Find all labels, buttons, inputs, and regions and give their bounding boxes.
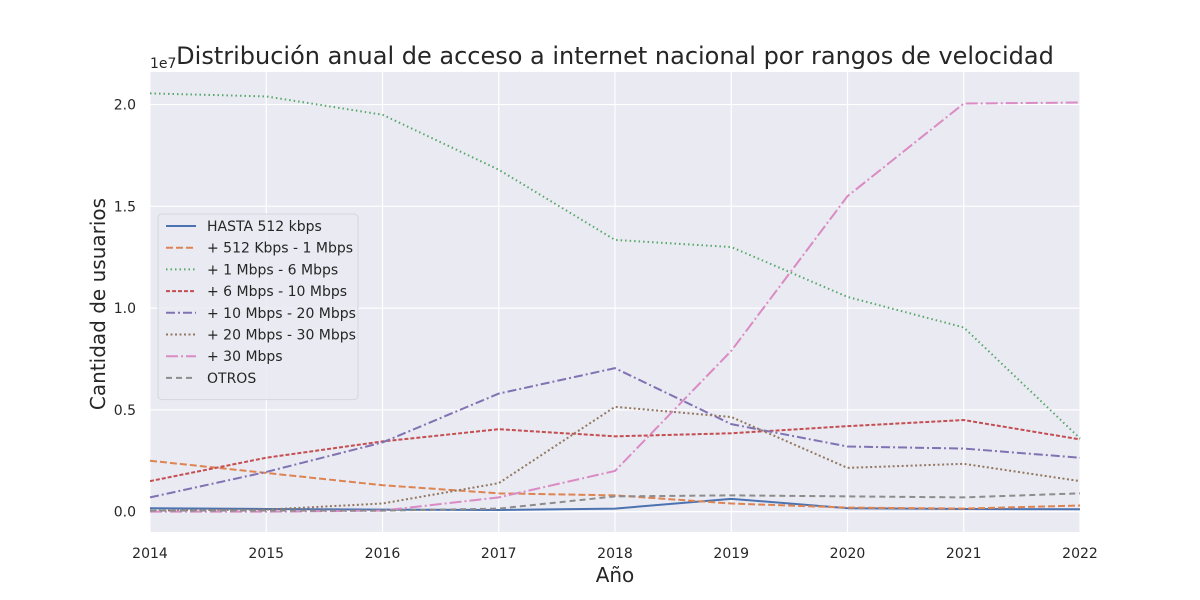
x-tick-label: 2016 [365, 546, 401, 562]
x-tick-label: 2014 [132, 546, 168, 562]
series-lines [149, 92, 1081, 513]
y-tick-label: 1.0 [114, 301, 136, 317]
legend-entry: + 1 Mbps - 6 Mbps [207, 262, 338, 278]
legend-entry: HASTA 512 kbps [207, 219, 322, 235]
x-axis-label: Año [596, 563, 635, 587]
y-axis-label: Cantidad de usuarios [86, 198, 110, 410]
x-tick-label: 2022 [1062, 546, 1098, 562]
series-line-4 [149, 367, 1081, 499]
series-line-1 [149, 459, 1081, 510]
series-line-3 [149, 419, 1081, 483]
legend-entry: + 6 Mbps - 10 Mbps [207, 284, 347, 300]
x-tick-label: 2017 [481, 546, 517, 562]
legend-entry: OTROS [207, 371, 256, 387]
x-tick-label: 2019 [713, 546, 749, 562]
legend-entry: + 512 Kbps - 1 Mbps [207, 241, 353, 257]
y-tick-label: 0.5 [114, 403, 136, 419]
y-tick-label: 1.5 [114, 199, 136, 215]
legend-entry: + 10 Mbps - 20 Mbps [207, 306, 356, 322]
chart-title: Distribución anual de acceso a internet … [176, 42, 1054, 70]
legend-entry: + 30 Mbps [207, 349, 283, 365]
legend-box [157, 213, 359, 401]
x-tick-label: 2021 [946, 546, 982, 562]
x-tick-label: 2015 [248, 546, 284, 562]
y-tick-label: 2.0 [114, 98, 136, 114]
y-offset-label: 1e7 [150, 56, 176, 72]
legend: HASTA 512 kbps + 512 Kbps - 1 Mbps + 1 Mbp… [157, 213, 359, 401]
y-tick-label: 0.0 [114, 505, 136, 521]
y-axis-ticks: 0.0 0.5 1.0 1.5 2.0 [114, 98, 136, 521]
x-tick-label: 2018 [597, 546, 633, 562]
series-line-5 [149, 405, 1081, 512]
x-tick-label: 2020 [830, 546, 866, 562]
series-line-7 [150, 492, 1081, 512]
x-axis-ticks: 2014 2015 2016 2017 2018 2019 2020 2021 2022 [132, 546, 1098, 562]
grid-lines [149, 72, 1081, 532]
legend-entry: + 20 Mbps - 30 Mbps [207, 328, 356, 344]
